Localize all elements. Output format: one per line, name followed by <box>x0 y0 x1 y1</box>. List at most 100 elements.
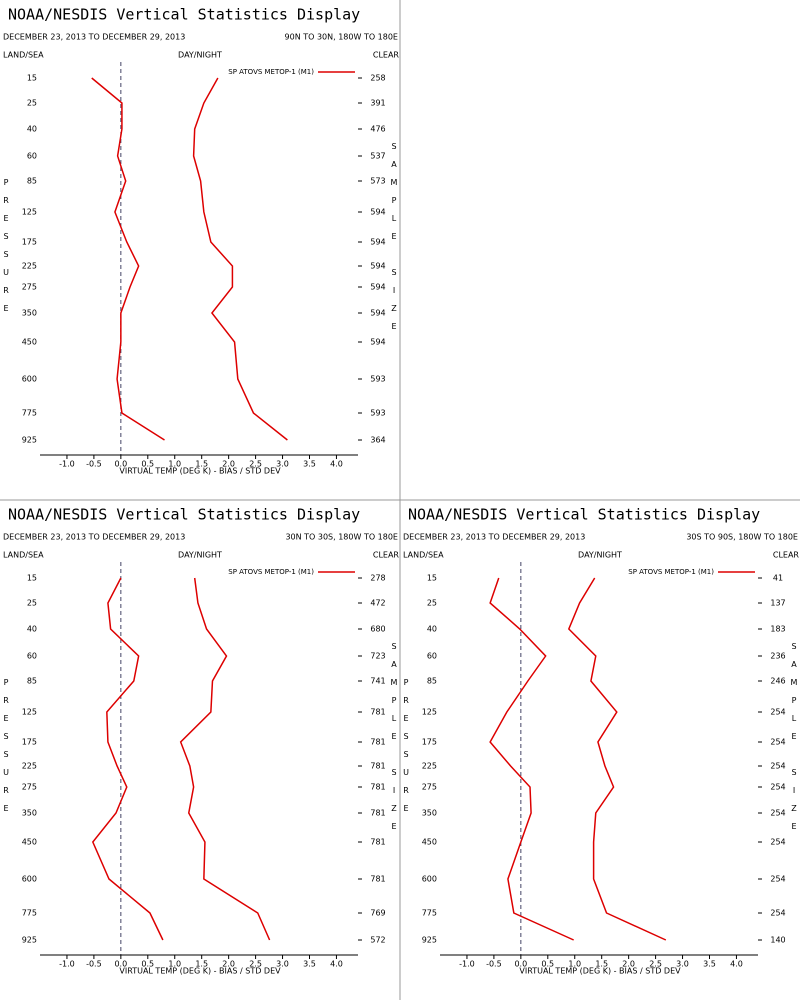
y2-axis-title: SAMPLE SIZE <box>390 142 399 340</box>
y-tick-label: 600 <box>422 875 437 884</box>
x-tick-label: 0.0 <box>114 960 127 969</box>
x-tick-label: 4.0 <box>330 960 343 969</box>
y-tick-label: 40 <box>27 625 37 634</box>
series-line <box>91 577 164 941</box>
sample-size: 254 <box>770 838 785 847</box>
y-tick-label: 85 <box>27 177 37 186</box>
panel: NOAA/NESDIS Vertical Statistics Display D… <box>402 506 800 976</box>
x-tick-label: 2.5 <box>649 960 662 969</box>
x-tick-label: 1.5 <box>195 460 208 469</box>
legend-label: SP ATOVS METOP-1 (M1) <box>228 68 314 76</box>
region: 30S TO 90S, 180W TO 180E <box>686 533 798 542</box>
x-axis-title: VIRTUAL TEMP (DEG K) - BIAS / STD DEV <box>119 467 281 476</box>
sample-size: 594 <box>370 208 385 217</box>
y-tick-label: 925 <box>22 936 37 945</box>
y-tick-label: 350 <box>422 809 437 818</box>
sample-size: 781 <box>370 783 385 792</box>
sample-size: 594 <box>370 338 385 347</box>
y-tick-label: 600 <box>22 375 37 384</box>
legend-label: SP ATOVS METOP-1 (M1) <box>628 568 714 576</box>
sample-size: 246 <box>770 677 785 686</box>
y-tick-label: 40 <box>27 125 37 134</box>
x-tick-label: 3.0 <box>276 460 289 469</box>
y-tick-label: 175 <box>422 738 437 747</box>
y-tick-label: 125 <box>22 708 37 717</box>
sample-size: 236 <box>770 652 785 661</box>
y-tick-label: 25 <box>427 599 437 608</box>
y-tick-label: 450 <box>422 838 437 847</box>
y-tick-label: 450 <box>22 838 37 847</box>
series-line <box>567 577 667 941</box>
sample-size: 781 <box>370 838 385 847</box>
y2-axis-title: SAMPLE SIZE <box>390 642 399 840</box>
x-tick-label: 2.0 <box>222 460 235 469</box>
y-tick-label: 175 <box>22 738 37 747</box>
y-tick-label: 60 <box>27 652 37 661</box>
x-tick-label: 1.5 <box>195 960 208 969</box>
day-night: DAY/NIGHT <box>178 551 222 560</box>
sample-size: 183 <box>770 625 785 634</box>
land-sea: LAND/SEA <box>3 51 44 60</box>
series-line <box>192 77 288 441</box>
y-tick-label: 15 <box>427 574 437 583</box>
sample-size: 781 <box>370 875 385 884</box>
sample-size: 391 <box>370 99 385 108</box>
sample-size: 254 <box>770 875 785 884</box>
sample-size: 41 <box>773 574 783 583</box>
x-tick-label: 1.0 <box>168 460 181 469</box>
x-tick-label: 1.5 <box>595 960 608 969</box>
sample-size: 594 <box>370 238 385 247</box>
y-tick-label: 60 <box>27 152 37 161</box>
x-tick-label: 0.0 <box>114 460 127 469</box>
y-tick-label: 775 <box>22 409 37 418</box>
y-tick-label: 275 <box>22 283 37 292</box>
sample-size: 140 <box>770 936 785 945</box>
y-tick-label: 225 <box>422 762 437 771</box>
day-night: DAY/NIGHT <box>178 51 222 60</box>
clear: CLEAR <box>373 551 400 560</box>
sample-size: 741 <box>370 677 385 686</box>
x-axis-title: VIRTUAL TEMP (DEG K) - BIAS / STD DEV <box>519 967 681 976</box>
y-axis-title: PRESSURE <box>2 678 11 822</box>
sample-size: 254 <box>770 809 785 818</box>
x-tick-label: 1.0 <box>168 960 181 969</box>
clear: CLEAR <box>773 551 800 560</box>
x-tick-label: -1.0 <box>459 960 475 969</box>
clear: CLEAR <box>373 51 400 60</box>
sample-size: 472 <box>370 599 385 608</box>
region: 90N TO 30N, 180W TO 180E <box>285 33 398 42</box>
sample-size: 254 <box>770 762 785 771</box>
x-tick-label: -0.5 <box>86 460 102 469</box>
day-night: DAY/NIGHT <box>578 551 622 560</box>
series-line <box>91 77 165 441</box>
y-tick-label: 450 <box>22 338 37 347</box>
sample-size: 593 <box>370 375 385 384</box>
x-tick-label: 4.0 <box>730 960 743 969</box>
sample-size: 769 <box>370 909 385 918</box>
chart-title: NOAA/NESDIS Vertical Statistics Display <box>8 506 360 524</box>
y-tick-label: 40 <box>427 625 437 634</box>
x-tick-label: 4.0 <box>330 460 343 469</box>
sample-size: 723 <box>370 652 385 661</box>
y-tick-label: 350 <box>22 309 37 318</box>
y-tick-label: 925 <box>422 936 437 945</box>
sample-size: 781 <box>370 708 385 717</box>
x-tick-label: 3.5 <box>703 960 716 969</box>
sample-size: 572 <box>370 936 385 945</box>
y-tick-label: 25 <box>27 599 37 608</box>
y-tick-label: 25 <box>27 99 37 108</box>
x-tick-label: 0.5 <box>541 960 554 969</box>
sample-size: 258 <box>370 74 385 83</box>
y-tick-label: 85 <box>27 677 37 686</box>
sample-size: 364 <box>370 436 385 445</box>
y-axis-title: PRESSURE <box>2 178 11 322</box>
sample-size: 254 <box>770 708 785 717</box>
x-tick-label: 3.5 <box>303 460 316 469</box>
sample-size: 137 <box>770 599 785 608</box>
x-tick-label: 0.5 <box>141 960 154 969</box>
sample-size: 254 <box>770 738 785 747</box>
x-tick-label: 2.5 <box>249 960 262 969</box>
sample-size: 781 <box>370 762 385 771</box>
x-tick-label: 2.0 <box>222 960 235 969</box>
